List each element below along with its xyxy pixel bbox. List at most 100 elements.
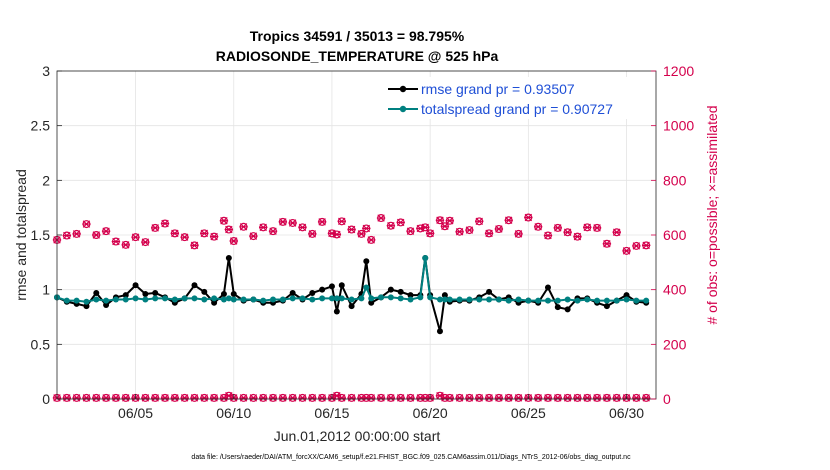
obs-lower-assimilated-14	[190, 394, 199, 402]
obs-upper-assimilated-59	[583, 223, 592, 232]
legend-marker-rmse	[399, 85, 407, 93]
data-file-footnote: data file: /Users/raeder/DAI/ATM_forcXX/…	[191, 454, 631, 461]
obs-upper-assimilated-34	[362, 224, 371, 233]
totalspread-point-32	[348, 296, 355, 303]
obs-upper-assimilated-30	[332, 230, 342, 239]
obs-lower-assimilated-28	[317, 394, 327, 402]
rmse-point-25	[289, 289, 296, 296]
rmse-point-43	[436, 328, 443, 335]
obs-upper-assimilated-20	[239, 223, 248, 231]
obs-lower-assimilated-59	[583, 394, 592, 402]
y-right-tick-label-0: 0	[663, 391, 671, 407]
obs-lower-assimilated-20	[239, 394, 248, 402]
obs-upper-assimilated-15	[200, 229, 209, 238]
obs-upper-assimilated-42	[425, 229, 435, 238]
rmse-point-31	[338, 282, 345, 289]
obs-upper-assimilated-54	[533, 223, 543, 231]
obs-lower-assimilated-50	[494, 394, 504, 402]
totalspread-point-40	[417, 294, 424, 301]
rmse-point-7	[122, 292, 129, 299]
y-left-tick-label-2: 1	[42, 282, 50, 298]
obs-upper-assimilated-43	[435, 216, 445, 224]
obs-upper-assimilated-46	[455, 227, 464, 236]
obs-upper-assimilated-11	[160, 219, 170, 228]
rmse-point-14	[191, 282, 198, 289]
obs-lower-assimilated-23	[268, 394, 278, 402]
rmse-point-30	[333, 308, 340, 315]
obs-upper-assimilated-38	[396, 218, 405, 227]
rmse-point-39	[407, 292, 414, 299]
totalspread-point-43	[436, 296, 443, 303]
obs-upper-assimilated-8	[131, 233, 140, 241]
y-axis-right-label: # of obs: o=possible; ×=assimilated	[704, 105, 720, 324]
totalspread-point-49	[486, 296, 493, 303]
obs-lower-assimilated-62	[612, 394, 621, 402]
rmse-point-5	[103, 301, 110, 308]
obs-upper-assimilated-47	[465, 226, 474, 234]
totalspread-point-18	[225, 295, 232, 302]
obs-lower-assimilated-51	[504, 394, 513, 402]
obs-lower-assimilated-31	[337, 394, 346, 402]
totalspread-point-4	[93, 296, 100, 303]
x-tick-label-0: 06/05	[118, 405, 153, 421]
y-right-tick-label-2: 400	[663, 282, 687, 298]
y-axis-right: 0 200 400 600 800 1000 1200	[651, 63, 694, 407]
y-right-tick-label-1: 200	[663, 336, 687, 352]
legend: rmse grand pr = 0.93507 totalspread gran…	[384, 77, 650, 119]
obs-upper-assimilated-19	[229, 237, 238, 245]
obs-lower-assimilated-37	[386, 394, 396, 402]
totalspread-point-26	[299, 295, 306, 302]
obs-lower-assimilated-26	[298, 394, 307, 402]
obs-upper-assimilated-31	[337, 217, 346, 226]
totalspread-point-19	[230, 296, 237, 303]
obs-upper-assimilated-5	[101, 227, 111, 235]
rmse-point-38	[397, 288, 404, 295]
totalspread-point-33	[358, 295, 365, 302]
totalspread-point-14	[191, 295, 198, 302]
obs-lower-assimilated-56	[553, 394, 563, 402]
totalspread-point-17	[220, 296, 227, 303]
totalspread-point-46	[456, 296, 463, 303]
obs-upper-assimilated-2	[72, 230, 81, 238]
x-tick-label-5: 06/30	[609, 405, 644, 421]
y-left-tick-label-1: 0.5	[31, 336, 51, 352]
obs-lower-assimilated-16	[209, 394, 219, 402]
totalspread-point-3	[83, 298, 90, 305]
obs-lower-assimilated-13	[180, 394, 189, 402]
y-axis-left: 0 0.5 1 1.5 2 2.5 3	[31, 63, 62, 407]
rmse-point-9	[142, 291, 149, 298]
obs-lower-assimilated-4	[92, 394, 101, 402]
totalspread-point-58	[574, 297, 581, 304]
totalspread-point-1	[63, 297, 70, 304]
obs-upper-assimilated-57	[563, 228, 572, 236]
totalspread-point-42	[427, 294, 434, 301]
obs-lower-assimilated-55	[543, 394, 553, 402]
rmse-point-8	[132, 282, 139, 289]
obs-lower-assimilated-3	[82, 394, 91, 402]
obs-upper-assimilated-45	[445, 217, 454, 225]
totalspread-point-2	[73, 297, 80, 304]
obs-upper-assimilated-18	[224, 225, 234, 234]
totalspread-point-11	[162, 295, 169, 302]
obs-upper-assimilated-58	[573, 232, 582, 241]
obs-lower-assimilated-1	[62, 394, 72, 402]
obs-lower-assimilated-39	[406, 394, 415, 402]
obs-lower-assimilated-7	[121, 394, 130, 402]
obs-upper-assimilated-22	[259, 223, 268, 232]
rmse-point-18	[225, 254, 232, 261]
obs-lower-assimilated-24	[278, 394, 288, 402]
obs-upper-assimilated-55	[543, 231, 553, 240]
obs-upper-assimilated-62	[612, 228, 621, 236]
totalspread-point-28	[319, 295, 326, 302]
obs-upper-assimilated-65	[641, 241, 651, 250]
totalspread-point-39	[407, 296, 414, 303]
y-right-tick-label-4: 800	[663, 172, 687, 188]
obs-upper-assimilated-25	[288, 219, 297, 227]
obs-upper-assimilated-13	[180, 233, 189, 241]
rmse-point-16	[211, 299, 218, 306]
rmse-point-15	[201, 288, 208, 295]
obs-upper-assimilated-61	[602, 240, 612, 248]
totalspread-point-8	[132, 295, 139, 302]
rmse-point-29	[328, 283, 335, 290]
